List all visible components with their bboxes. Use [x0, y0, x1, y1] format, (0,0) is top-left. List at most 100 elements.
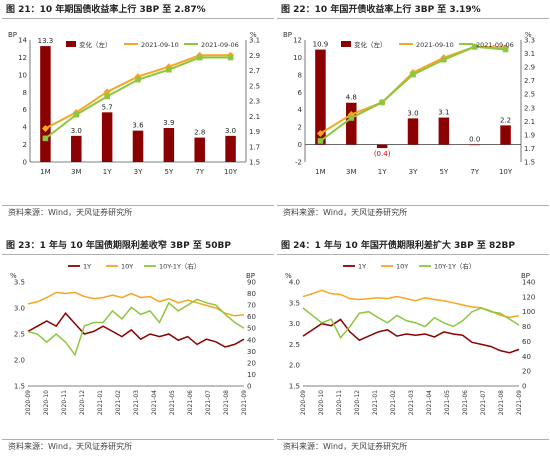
series-line — [302, 289, 520, 319]
x-tick-label: 1Y — [103, 168, 112, 176]
bar-line-chart-21: BP % 0 2 4 6 8 10 12 14 1.5 1.7 1.9 2.1 2.3 2.5 2.7 2.9 3.… — [8, 31, 260, 176]
x-tick-label: 2021-04 — [426, 390, 433, 415]
line-chart-23: % BP 1.5 2.0 2.5 3.0 3.5 0 10 20 30 40 50 60 70 80 90 202… — [10, 262, 256, 416]
left-tick-label: 10 — [293, 54, 302, 62]
bar-value-label: (0.4) — [374, 150, 391, 158]
legend-label: 2021-09-10 — [416, 41, 454, 49]
right-tick-label: 20 — [247, 359, 256, 367]
series-marker — [441, 56, 447, 63]
right-axis-unit: % — [525, 31, 532, 39]
right-tick-label: 40 — [522, 353, 531, 361]
right-tick-label: 1.5 — [524, 159, 535, 167]
legend-label: 变化（左） — [79, 40, 112, 49]
x-tick-label: 2021-07 — [205, 390, 212, 415]
right-tick-label: 2.7 — [249, 67, 260, 75]
right-tick-label: 1.9 — [524, 131, 535, 139]
right-tick-label: 80 — [247, 290, 256, 298]
series-marker — [166, 66, 172, 73]
right-tick-label: 3.1 — [524, 50, 535, 58]
x-tick-label: 2020-12 — [354, 390, 361, 415]
x-tick-label: 2021-03 — [408, 390, 415, 415]
right-tick-label: 100 — [522, 308, 535, 316]
legend-label: 10Y-1Y（右） — [434, 262, 475, 271]
x-tick-label: 1M — [315, 168, 326, 176]
x-tick-label: 2021-04 — [151, 390, 158, 415]
x-tick-label: 2021-06 — [462, 390, 469, 415]
source-note: 资料来源：Wind，天风证券研究所 — [283, 208, 408, 217]
series-line — [27, 312, 245, 348]
bar — [40, 46, 51, 162]
series-line — [27, 291, 245, 317]
x-tick-label: 1Y — [378, 168, 387, 176]
legend-label: 变化（左） — [354, 40, 387, 49]
left-tick-label: 2.5 — [14, 331, 25, 339]
bar-value-label: 3.1 — [438, 109, 449, 117]
right-tick-label: 70 — [247, 302, 256, 310]
left-tick-label: 2.5 — [289, 341, 300, 349]
figure-title: 图 23：1 年与 10 年国债期限利差收窄 3BP 至 50BP — [6, 241, 231, 251]
bar — [315, 49, 326, 145]
x-tick-label: 2020-12 — [79, 390, 86, 415]
bar — [500, 125, 511, 145]
x-tick-label: 5Y — [439, 168, 448, 176]
bar-value-label: 2.2 — [500, 116, 511, 124]
source-divider — [2, 439, 274, 440]
right-tick-label: 10 — [247, 371, 256, 379]
bar-value-label: 4.8 — [346, 94, 357, 102]
x-tick-label: 2021-02 — [115, 390, 122, 415]
bar — [469, 144, 480, 146]
right-tick-label: 0 — [247, 383, 251, 391]
left-tick-label: 4 — [23, 124, 28, 132]
series-line — [302, 307, 520, 340]
x-tick-label: 2021-05 — [169, 390, 176, 415]
left-tick-label: 1.5 — [14, 383, 25, 391]
figure-panel-24: 图 24：1 年与 10 年国开债期限利差扩大 3BP 至 82BP % BP 1.… — [277, 236, 549, 457]
right-tick-label: 3.1 — [249, 37, 260, 45]
right-tick-label: 120 — [522, 293, 535, 301]
x-tick-label: 2021-02 — [390, 390, 397, 415]
left-tick-label: -2 — [295, 159, 302, 167]
bar-value-label: 5.7 — [102, 103, 113, 111]
x-tick-label: 2021-07 — [480, 390, 487, 415]
right-tick-label: 3.3 — [524, 37, 535, 45]
left-axis-unit: % — [285, 272, 292, 280]
x-tick-label: 2021-01 — [372, 390, 379, 415]
x-tick-label: 1M — [40, 168, 51, 176]
bar — [71, 135, 82, 162]
right-tick-label: 1.7 — [249, 143, 260, 151]
right-tick-label: 2.3 — [249, 98, 260, 106]
x-tick-label: 2021-05 — [444, 390, 451, 415]
bar — [225, 135, 236, 162]
left-tick-label: 4.0 — [289, 279, 300, 287]
bar — [376, 144, 388, 149]
left-tick-label: 8 — [298, 71, 302, 79]
left-tick-label: 2.0 — [289, 362, 300, 370]
figure-panel-23: 图 23：1 年与 10 年国债期限利差收窄 3BP 至 50BP % BP 1.5… — [2, 236, 274, 457]
left-tick-label: 2 — [298, 124, 302, 132]
x-tick-label: 3Y — [134, 168, 143, 176]
right-tick-label: 2.1 — [524, 118, 535, 126]
left-tick-label: 12 — [18, 54, 27, 62]
x-tick-label: 10Y — [224, 168, 238, 176]
left-tick-label: 1.5 — [289, 383, 300, 391]
x-tick-label: 5Y — [164, 168, 173, 176]
right-tick-label: 2.5 — [524, 91, 535, 99]
right-tick-label: 20 — [522, 368, 531, 376]
left-tick-label: 10 — [18, 71, 27, 79]
left-tick-label: 3.0 — [289, 320, 300, 328]
right-tick-label: 2.9 — [524, 64, 535, 72]
series-marker — [227, 54, 234, 61]
bar — [438, 117, 450, 145]
bar-line-chart-22: BP % -2 0 2 4 6 8 10 12 1.5 1.7 1.9 2.1 2.3 2.5 2.7 2.9 3.… — [283, 31, 535, 176]
series-marker — [42, 135, 49, 142]
x-tick-label: 3M — [71, 168, 82, 176]
legend-label: 1Y — [358, 263, 366, 271]
left-tick-label: 4 — [298, 106, 303, 114]
bar — [407, 118, 419, 145]
legend-label: 2021-09-06 — [476, 41, 514, 49]
x-tick-label: 2020-11 — [61, 390, 68, 415]
x-tick-label: 2020-10 — [43, 390, 50, 415]
source-note: 资料来源：Wind，天风证券研究所 — [8, 208, 133, 217]
right-axis-unit: % — [250, 31, 257, 39]
figure-title: 图 22：10 年国开债收益率上行 3BP 至 3.19% — [281, 5, 481, 15]
